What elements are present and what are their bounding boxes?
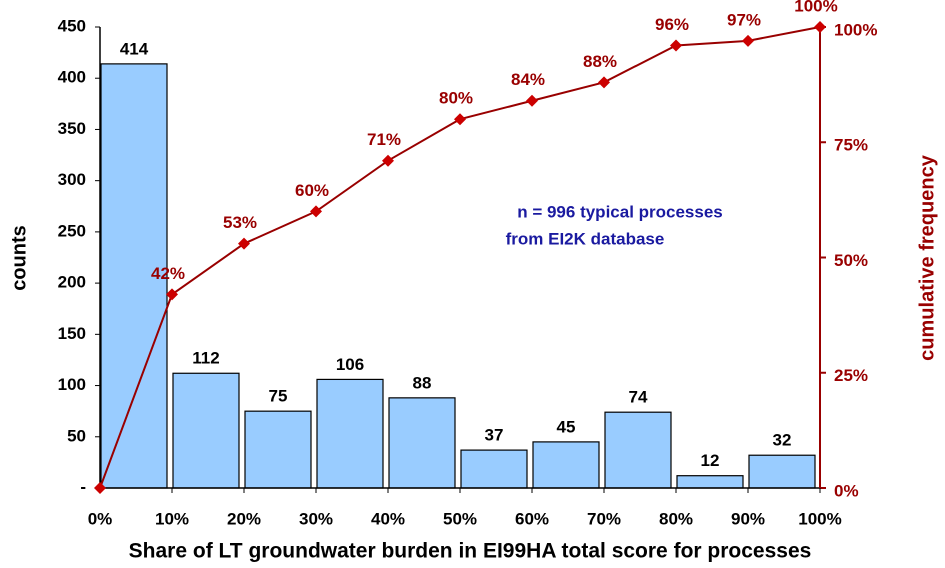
y-axis-label: counts [8, 225, 30, 291]
bar-label: 32 [773, 431, 792, 450]
line-label: 84% [511, 70, 545, 89]
y-tick-label: 350 [58, 119, 86, 138]
marker [454, 113, 466, 126]
y-tick-label: 50 [67, 426, 86, 445]
line-label: 97% [727, 10, 761, 29]
marker [310, 205, 322, 218]
y-tick-label: 400 [58, 68, 86, 87]
line-label: 88% [583, 52, 617, 71]
x-tick-label: 90% [731, 509, 765, 528]
bar-label: 12 [701, 451, 720, 470]
line-label: 60% [295, 181, 329, 200]
y2-tick-label: 50% [834, 251, 868, 270]
bar [172, 372, 240, 489]
y-tick-label: 450 [58, 16, 86, 35]
annotation: from EI2K database [506, 229, 665, 248]
line-label: 53% [223, 213, 257, 232]
y-tick-label: 300 [58, 170, 86, 189]
y2-tick-label: 0% [834, 481, 859, 500]
y2-tick-label: 25% [834, 366, 868, 385]
bar-label: 414 [120, 39, 149, 58]
bar [244, 410, 312, 489]
x-tick-label: 60% [515, 509, 549, 528]
bar-label: 45 [557, 417, 576, 436]
y2-tick-label: 75% [834, 136, 868, 155]
x-tick-label: 100% [798, 509, 841, 528]
marker [670, 39, 682, 52]
line-label: 100% [794, 0, 837, 15]
y-tick-label: 100 [58, 375, 86, 394]
x-tick-label: 50% [443, 509, 477, 528]
bar [316, 378, 384, 489]
marker [598, 76, 610, 89]
bar-label: 106 [336, 355, 364, 374]
y-tick-label: - [80, 477, 86, 496]
line-label: 42% [151, 264, 185, 283]
bar-label: 74 [629, 388, 648, 407]
marker [94, 482, 106, 494]
marker [238, 237, 250, 250]
line-label: 80% [439, 89, 473, 108]
bar-label: 112 [192, 349, 219, 368]
marker [166, 288, 178, 301]
line-label: 96% [655, 15, 689, 34]
marker [742, 34, 754, 47]
x-tick-label: 70% [587, 509, 621, 528]
bar [748, 454, 816, 489]
bar [388, 397, 456, 489]
y-tick-label: 200 [58, 273, 86, 292]
marker [382, 154, 394, 167]
y-tick-label: 250 [58, 221, 86, 240]
marker [814, 21, 826, 33]
x-tick-label: 0% [88, 509, 113, 528]
line-label: 71% [367, 130, 401, 149]
x-tick-label: 20% [227, 509, 261, 528]
y-tick-label: 150 [58, 324, 86, 343]
bar [100, 63, 168, 489]
bar [604, 411, 672, 489]
x-tick-label: 30% [299, 509, 333, 528]
bar-label: 75 [269, 387, 288, 406]
chart-title: Share of LT groundwater burden in EI99HA… [129, 540, 812, 563]
bar [676, 475, 744, 489]
y2-axis-label: cumulative frequency [916, 154, 938, 361]
x-tick-label: 10% [155, 509, 189, 528]
bar-label: 37 [485, 426, 504, 445]
marker [526, 94, 538, 107]
bar [532, 441, 600, 489]
annotation: n = 996 typical processes [517, 202, 723, 221]
x-tick-label: 40% [371, 509, 405, 528]
x-tick-label: 80% [659, 509, 693, 528]
bar-label: 88 [413, 373, 432, 392]
bar [460, 449, 528, 489]
y2-tick-label: 100% [834, 20, 877, 39]
